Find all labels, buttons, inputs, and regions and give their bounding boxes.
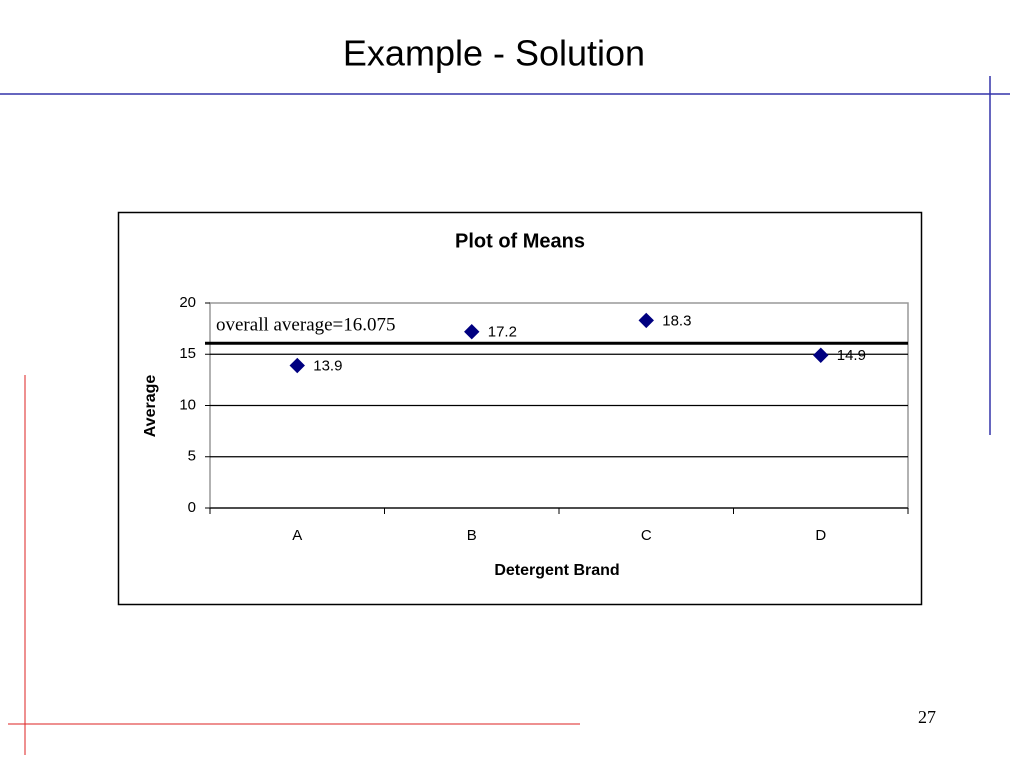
y-tick-label: 5 <box>188 448 196 465</box>
data-label: 17.2 <box>488 324 517 341</box>
x-tick-label: A <box>292 527 302 544</box>
marker <box>289 357 305 374</box>
slide-title: Example - Solution <box>343 33 645 74</box>
marker <box>638 312 654 329</box>
data-label: 13.9 <box>313 357 342 374</box>
chart-frame <box>117 211 923 606</box>
y-tick-label: 20 <box>179 294 196 311</box>
data-label: 14.9 <box>837 347 866 364</box>
x-tick-label: B <box>467 527 477 544</box>
y-tick-label: 15 <box>179 345 196 362</box>
y-tick-label: 10 <box>179 396 196 413</box>
x-tick-label: C <box>641 527 652 544</box>
x-tick-label: D <box>815 527 826 544</box>
marker <box>813 347 829 363</box>
marker <box>464 323 480 340</box>
reference-label: overall average=16.075 <box>216 315 396 336</box>
data-label: 18.3 <box>662 312 691 329</box>
chart-title: Plot of Means <box>455 230 585 252</box>
y-tick-label: 0 <box>188 499 196 516</box>
page-number: 27 <box>918 707 936 727</box>
x-axis-label: Detergent Brand <box>494 562 619 579</box>
y-axis-label: Average <box>142 375 159 438</box>
